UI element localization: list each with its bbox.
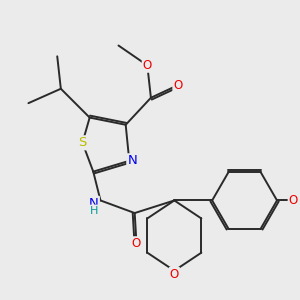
Text: O: O	[173, 79, 183, 92]
Text: O: O	[143, 59, 152, 72]
Text: N: N	[127, 154, 137, 167]
Text: O: O	[132, 237, 141, 250]
Text: N: N	[89, 197, 99, 210]
Text: O: O	[170, 268, 179, 281]
Text: O: O	[289, 194, 298, 207]
Text: H: H	[90, 206, 98, 215]
Text: S: S	[78, 136, 87, 149]
